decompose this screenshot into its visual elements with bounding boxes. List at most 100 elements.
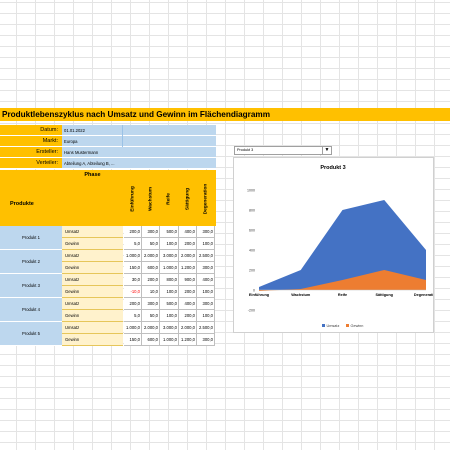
value-cell[interactable]: 500,0: [160, 298, 179, 310]
value-cell[interactable]: 1.000,0: [124, 250, 142, 262]
value-cell[interactable]: 200,0: [179, 310, 197, 322]
product-name-cell[interactable]: Produkt 3: [0, 274, 62, 298]
value-cell[interactable]: 300,0: [197, 334, 215, 346]
chart-title: Produkt 3: [320, 165, 345, 171]
product-name-cell[interactable]: Produkt 4: [0, 298, 62, 322]
phase-label: Sättigung: [185, 187, 190, 210]
value-cell[interactable]: 200,0: [179, 238, 197, 250]
value-cell[interactable]: 1.200,0: [179, 334, 197, 346]
value-cell[interactable]: 50,0: [142, 238, 160, 250]
product-name-cell[interactable]: Produkt 2: [0, 250, 62, 274]
value-cell[interactable]: 2.500,0: [197, 322, 215, 334]
y-tick-label: 800: [249, 209, 255, 213]
legend-swatch: [346, 324, 349, 327]
value-cell[interactable]: -10,0: [124, 286, 142, 298]
value-cell[interactable]: 200,0: [124, 298, 142, 310]
value-cell[interactable]: 200,0: [142, 274, 160, 286]
cell-divider: [122, 125, 123, 136]
value-cell[interactable]: 2.000,0: [179, 250, 197, 262]
phase-label: Reife: [166, 192, 171, 205]
info-value-field[interactable]: Abteilung A, Abteilung B, ...: [62, 158, 216, 169]
metric-type-cell[interactable]: Umsatz: [62, 274, 123, 286]
area-chart[interactable]: Produkt 3 -200 0 200 400 600 800 1000 Einführung…: [233, 157, 439, 333]
value-cell[interactable]: 50,0: [142, 310, 160, 322]
chart-svg: Produkt 3 -200 0 200 400 600 800 1000 Einführung…: [247, 165, 439, 328]
y-tick-label: -200: [248, 309, 255, 313]
metric-type-cell[interactable]: Umsatz: [62, 226, 123, 238]
x-tick-label: Einführung: [249, 293, 270, 297]
value-cell[interactable]: 1.000,0: [124, 322, 142, 334]
metric-type-cell[interactable]: Umsatz: [62, 250, 123, 262]
value-cell[interactable]: 300,0: [142, 226, 160, 238]
legend-label: Gewinn: [351, 324, 364, 328]
value-cell[interactable]: 100,0: [160, 310, 179, 322]
value-cell[interactable]: 2.000,0: [179, 322, 197, 334]
value-cell[interactable]: 300,0: [197, 226, 215, 238]
value-cell[interactable]: 2.500,0: [197, 250, 215, 262]
value-cell[interactable]: 30,0: [124, 274, 142, 286]
product-name-cell[interactable]: Produkt 1: [0, 226, 62, 250]
value-cell[interactable]: 800,0: [160, 274, 179, 286]
phase-column-header: Reife: [163, 171, 174, 226]
value-cell[interactable]: 200,0: [179, 286, 197, 298]
value-cell[interactable]: 100,0: [160, 286, 179, 298]
value-cell[interactable]: 5,0: [124, 310, 142, 322]
info-value-text: Hans Mustermann: [64, 150, 99, 155]
value-cell[interactable]: 2.000,0: [142, 322, 160, 334]
value-cell[interactable]: 400,0: [197, 274, 215, 286]
value-cell[interactable]: 2.000,0: [142, 250, 160, 262]
metric-type-cell[interactable]: Gewinn: [62, 334, 123, 346]
product-dropdown[interactable]: Produkt 3 ▼: [234, 146, 332, 155]
value-cell[interactable]: 3.000,0: [160, 322, 179, 334]
value-cell[interactable]: 300,0: [142, 298, 160, 310]
cell-divider: [122, 136, 123, 147]
y-tick-label: 400: [249, 249, 255, 253]
info-value-text: Europa: [64, 139, 78, 144]
phase-label: Wachstum: [148, 186, 153, 211]
area-series-gewinn: [259, 270, 426, 291]
metric-type-cell[interactable]: Gewinn: [62, 262, 123, 274]
value-cell[interactable]: 1.000,0: [160, 334, 179, 346]
metric-type-cell[interactable]: Gewinn: [62, 238, 123, 250]
value-cell[interactable]: 3.000,0: [160, 250, 179, 262]
y-tick-label: 200: [249, 269, 255, 273]
value-cell[interactable]: 500,0: [160, 226, 179, 238]
value-cell[interactable]: 400,0: [179, 226, 197, 238]
value-cell[interactable]: 1.200,0: [179, 262, 197, 274]
info-value-text: 01.01.2022: [64, 128, 85, 133]
phase-header: Phase: [84, 172, 101, 178]
value-cell[interactable]: 150,0: [124, 334, 142, 346]
phase-label: Einführung: [130, 185, 135, 212]
value-cell[interactable]: 400,0: [179, 298, 197, 310]
value-cell[interactable]: 1.000,0: [160, 262, 179, 274]
value-cell[interactable]: 300,0: [197, 298, 215, 310]
metric-type-cell[interactable]: Gewinn: [62, 310, 123, 322]
metric-type-cell[interactable]: Gewinn: [62, 286, 123, 298]
info-label: Verteiler:: [0, 158, 62, 169]
value-cell[interactable]: 600,0: [142, 334, 160, 346]
x-tick-label: Sättigung: [375, 293, 393, 297]
info-value-field[interactable]: Europa: [62, 136, 216, 147]
value-cell[interactable]: 100,0: [197, 286, 215, 298]
info-value-field[interactable]: Hans Mustermann: [62, 147, 216, 158]
metric-type-cell[interactable]: Umsatz: [62, 298, 123, 310]
value-cell[interactable]: 300,0: [197, 262, 215, 274]
value-cell[interactable]: 100,0: [197, 238, 215, 250]
phase-column-header: Wachstum: [145, 171, 156, 226]
value-cell[interactable]: 100,0: [160, 238, 179, 250]
area-series-umsatz: [259, 200, 426, 290]
product-name-cell[interactable]: Produkt 5: [0, 322, 62, 346]
info-value-field[interactable]: 01.01.2022: [62, 125, 216, 136]
chevron-down-icon[interactable]: ▼: [322, 147, 331, 154]
value-cell[interactable]: 10,0: [142, 286, 160, 298]
y-tick-label: 1000: [247, 189, 255, 193]
value-cell[interactable]: 900,0: [179, 274, 197, 286]
value-cell[interactable]: 150,0: [124, 262, 142, 274]
value-cell[interactable]: 600,0: [142, 262, 160, 274]
value-cell[interactable]: 100,0: [197, 310, 215, 322]
metric-type-cell[interactable]: Umsatz: [62, 322, 123, 334]
value-cell[interactable]: 200,0: [124, 226, 142, 238]
value-cell[interactable]: 5,0: [124, 238, 142, 250]
x-tick-label: Degeneration: [414, 293, 433, 297]
info-row: Markt: Europa: [0, 136, 216, 147]
